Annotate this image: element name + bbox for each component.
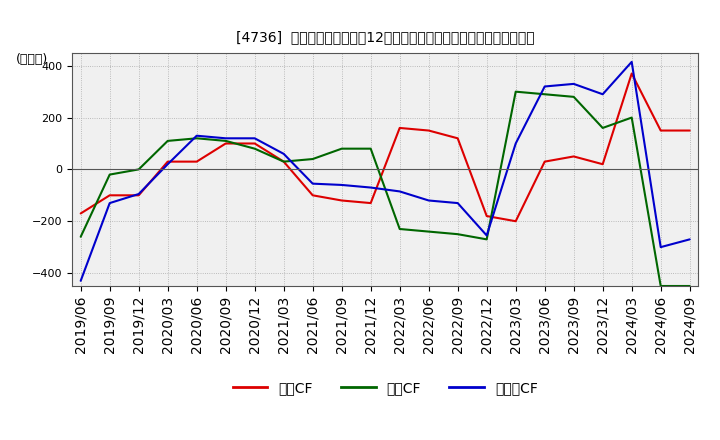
フリーCF (192, 133, 201, 138)
フリーCF (541, 84, 549, 89)
投資CF (308, 156, 317, 161)
投資CF (541, 92, 549, 97)
営業CF (105, 193, 114, 198)
投資CF (105, 172, 114, 177)
フリーCF (338, 182, 346, 187)
営業CF (338, 198, 346, 203)
営業CF (279, 159, 288, 164)
営業CF (482, 213, 491, 219)
フリーCF (424, 198, 433, 203)
フリーCF (279, 151, 288, 157)
営業CF (308, 193, 317, 198)
Line: 投資CF: 投資CF (81, 92, 690, 286)
フリーCF (221, 136, 230, 141)
営業CF (163, 159, 172, 164)
投資CF (76, 234, 85, 239)
営業CF (685, 128, 694, 133)
Line: 営業CF: 営業CF (81, 73, 690, 221)
投資CF (627, 115, 636, 120)
フリーCF (627, 59, 636, 65)
投資CF (424, 229, 433, 234)
営業CF (598, 161, 607, 167)
フリーCF (454, 201, 462, 206)
投資CF (598, 125, 607, 131)
投資CF (482, 237, 491, 242)
フリーCF (105, 201, 114, 206)
営業CF (395, 125, 404, 131)
営業CF (76, 211, 85, 216)
投資CF (338, 146, 346, 151)
営業CF (511, 219, 520, 224)
投資CF (657, 283, 665, 289)
投資CF (685, 283, 694, 289)
フリーCF (308, 181, 317, 186)
Legend: 営業CF, 投資CF, フリーCF: 営業CF, 投資CF, フリーCF (228, 375, 543, 400)
フリーCF (598, 92, 607, 97)
営業CF (657, 128, 665, 133)
フリーCF (570, 81, 578, 87)
投資CF (366, 146, 375, 151)
営業CF (627, 71, 636, 76)
フリーCF (511, 141, 520, 146)
フリーCF (685, 237, 694, 242)
営業CF (192, 159, 201, 164)
投資CF (511, 89, 520, 94)
フリーCF (395, 189, 404, 194)
フリーCF (135, 191, 143, 197)
営業CF (454, 136, 462, 141)
フリーCF (76, 278, 85, 283)
営業CF (424, 128, 433, 133)
フリーCF (251, 136, 259, 141)
投資CF (279, 159, 288, 164)
投資CF (454, 231, 462, 237)
フリーCF (482, 233, 491, 238)
フリーCF (163, 161, 172, 167)
投資CF (570, 94, 578, 99)
投資CF (192, 136, 201, 141)
フリーCF (366, 185, 375, 190)
投資CF (163, 138, 172, 143)
営業CF (221, 141, 230, 146)
営業CF (541, 159, 549, 164)
営業CF (135, 193, 143, 198)
Title: [4736]  キャッシュフローの12か月移動合計の対前年同期増減額の推移: [4736] キャッシュフローの12か月移動合計の対前年同期増減額の推移 (236, 31, 534, 45)
投資CF (135, 167, 143, 172)
投資CF (395, 226, 404, 231)
営業CF (251, 141, 259, 146)
Text: (百万円): (百万円) (16, 53, 48, 66)
フリーCF (657, 245, 665, 250)
投資CF (251, 146, 259, 151)
Line: フリーCF: フリーCF (81, 62, 690, 281)
投資CF (221, 138, 230, 143)
営業CF (570, 154, 578, 159)
営業CF (366, 201, 375, 206)
